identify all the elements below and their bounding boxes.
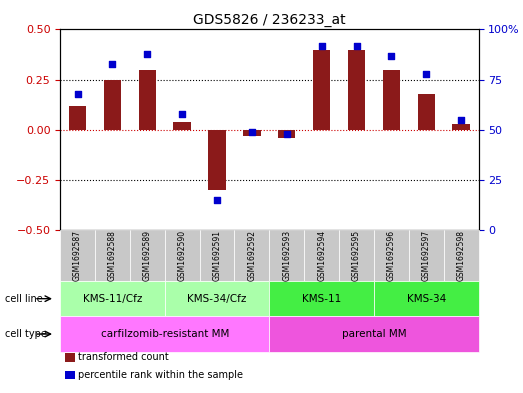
Point bbox=[353, 42, 361, 49]
Bar bbox=[417, 94, 435, 130]
Text: transformed count: transformed count bbox=[78, 352, 169, 362]
Point bbox=[108, 61, 117, 67]
Text: parental MM: parental MM bbox=[342, 329, 406, 339]
Point bbox=[213, 196, 221, 203]
Text: KMS-11: KMS-11 bbox=[302, 294, 342, 304]
Point bbox=[248, 129, 256, 135]
Title: GDS5826 / 236233_at: GDS5826 / 236233_at bbox=[193, 13, 346, 27]
Text: GSM1692595: GSM1692595 bbox=[352, 230, 361, 281]
Point bbox=[387, 52, 395, 59]
Bar bbox=[208, 130, 226, 190]
Point bbox=[282, 130, 291, 137]
Text: GSM1692592: GSM1692592 bbox=[247, 230, 256, 281]
Bar bbox=[174, 122, 191, 130]
Bar bbox=[243, 130, 260, 136]
Text: GSM1692588: GSM1692588 bbox=[108, 230, 117, 281]
Text: GSM1692590: GSM1692590 bbox=[178, 230, 187, 281]
Text: GSM1692594: GSM1692594 bbox=[317, 230, 326, 281]
Text: KMS-34/Cfz: KMS-34/Cfz bbox=[187, 294, 247, 304]
Text: carfilzomib-resistant MM: carfilzomib-resistant MM bbox=[100, 329, 229, 339]
Bar bbox=[69, 106, 86, 130]
Bar bbox=[383, 70, 400, 130]
Text: GSM1692591: GSM1692591 bbox=[212, 230, 222, 281]
Text: GSM1692596: GSM1692596 bbox=[387, 230, 396, 281]
Text: GSM1692597: GSM1692597 bbox=[422, 230, 431, 281]
Text: GSM1692587: GSM1692587 bbox=[73, 230, 82, 281]
Bar bbox=[139, 70, 156, 130]
Text: GSM1692593: GSM1692593 bbox=[282, 230, 291, 281]
Text: KMS-34: KMS-34 bbox=[406, 294, 446, 304]
Point bbox=[143, 50, 152, 57]
Bar bbox=[313, 50, 331, 130]
Point bbox=[73, 90, 82, 97]
Point bbox=[457, 116, 465, 123]
Text: GSM1692589: GSM1692589 bbox=[143, 230, 152, 281]
Point bbox=[422, 70, 430, 77]
Point bbox=[317, 42, 326, 49]
Bar bbox=[278, 130, 295, 138]
Bar bbox=[104, 79, 121, 130]
Text: percentile rank within the sample: percentile rank within the sample bbox=[78, 370, 243, 380]
Text: GSM1692598: GSM1692598 bbox=[457, 230, 465, 281]
Point bbox=[178, 110, 186, 117]
Bar bbox=[348, 50, 365, 130]
Bar bbox=[452, 124, 470, 130]
Text: cell type: cell type bbox=[5, 329, 47, 339]
Text: cell line: cell line bbox=[5, 294, 43, 304]
Text: KMS-11/Cfz: KMS-11/Cfz bbox=[83, 294, 142, 304]
